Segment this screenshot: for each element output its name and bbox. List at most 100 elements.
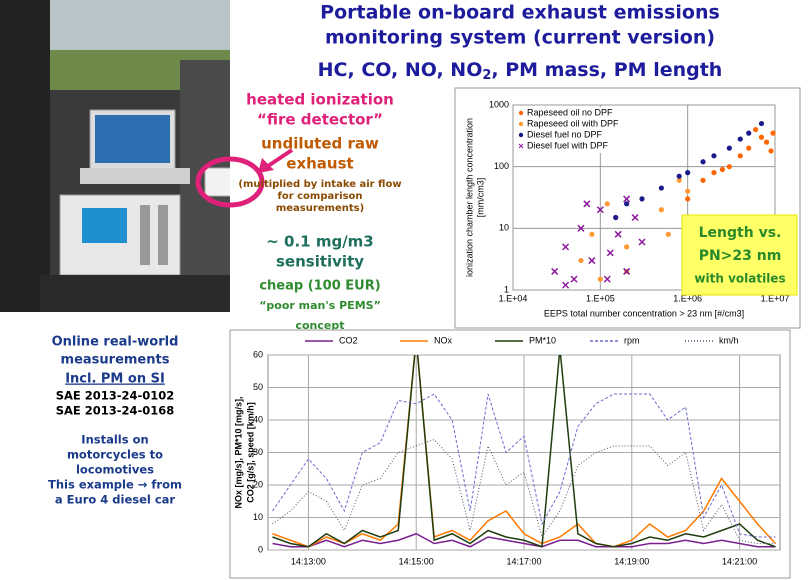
y-tick-label: 60 xyxy=(253,349,263,359)
note-line: measurements xyxy=(61,353,170,368)
note-line: heated ionization xyxy=(246,91,394,109)
point xyxy=(711,153,716,158)
y-tick-label: 1000 xyxy=(489,99,509,109)
legend-label: Diesel fuel no DPF xyxy=(527,129,603,139)
point xyxy=(720,167,725,172)
point xyxy=(685,170,690,175)
species-sub: 2 xyxy=(482,68,491,83)
detector-notes: heated ionization “fire detector” undilute… xyxy=(238,91,401,333)
title: monitoring system (current version) xyxy=(325,27,715,49)
y-axis-label: [mm/cm3] xyxy=(475,178,485,218)
point xyxy=(727,146,732,151)
point xyxy=(605,201,610,206)
point xyxy=(711,170,716,175)
note-line: “poor man's PEMS” xyxy=(259,299,381,312)
x-tick-label: 1.E+05 xyxy=(586,293,615,303)
y-axis-label: NOx [mg/s], PM*10 [mg/s], xyxy=(233,396,243,508)
legend-marker xyxy=(519,122,523,126)
note-line: SAE 2013-24-0168 xyxy=(56,404,175,418)
legend-label: PM*10 xyxy=(529,335,556,345)
legend-label: Rapeseed oil with DPF xyxy=(527,118,619,128)
y-tick-label: 0 xyxy=(258,544,263,554)
note-line: “fire detector” xyxy=(257,111,383,129)
point xyxy=(685,196,690,201)
y-tick-label: 50 xyxy=(253,382,263,392)
legend-label: km/h xyxy=(719,335,739,345)
legend-marker xyxy=(519,111,523,115)
note-line: Online real-world xyxy=(52,335,179,350)
point xyxy=(764,140,769,145)
point xyxy=(738,153,743,158)
point xyxy=(624,201,629,206)
annotation: PN>23 nm xyxy=(699,248,782,264)
y-tick-label: 10 xyxy=(253,512,263,522)
x-tick-label: 14:17:00 xyxy=(506,556,541,566)
point xyxy=(659,185,664,190)
x-tick-label: 14:13:00 xyxy=(291,556,326,566)
x-tick-label: 14:19:00 xyxy=(614,556,649,566)
slide: Portable on-board exhaust emissions moni… xyxy=(0,0,810,580)
point xyxy=(613,215,618,220)
note-line: SAE 2013-24-0102 xyxy=(56,389,175,403)
note-line: measurements) xyxy=(276,203,364,214)
point xyxy=(589,232,594,237)
legend-label: NOx xyxy=(434,335,453,345)
legend-label: CO2 xyxy=(339,335,358,345)
species-text: , PM mass, PM length xyxy=(491,59,722,81)
legend-label: Rapeseed oil no DPF xyxy=(527,107,613,117)
x-tick-label: 1.E+04 xyxy=(499,293,528,303)
note-line: cheap (100 EUR) xyxy=(259,279,380,294)
note-line: ~ 0.1 mg/m3 xyxy=(266,233,374,251)
note-line: (multiplied by intake air flow xyxy=(238,179,401,190)
note-line: exhaust xyxy=(286,155,353,173)
note-line: undiluted raw xyxy=(261,135,379,153)
x-tick-label: 14:21:00 xyxy=(722,556,757,566)
point xyxy=(768,148,773,153)
species-text: HC, CO, NO, NO xyxy=(318,59,483,81)
note-line: Installs on xyxy=(81,433,148,447)
note-line: motorcycles to xyxy=(67,448,163,462)
point xyxy=(746,146,751,151)
legend-marker xyxy=(519,133,523,137)
legend-label: Diesel fuel with DPF xyxy=(527,140,609,150)
point xyxy=(727,164,732,169)
legend-label: rpm xyxy=(624,335,640,345)
note-line: This example → from xyxy=(48,478,182,492)
point xyxy=(746,131,751,136)
point xyxy=(700,159,705,164)
point xyxy=(677,174,682,179)
y-tick-label: 100 xyxy=(494,161,509,171)
y-tick-label: 10 xyxy=(499,223,509,233)
photo xyxy=(0,0,255,315)
title: Portable on-board exhaust emissions xyxy=(320,2,720,24)
note-line: Incl. PM on SI xyxy=(65,372,165,387)
point xyxy=(770,131,775,136)
note-line: for comparison xyxy=(277,191,362,202)
point xyxy=(578,258,583,263)
point xyxy=(753,127,758,132)
annotation: Length vs. xyxy=(699,225,782,241)
note-line: locomotives xyxy=(76,463,154,477)
point xyxy=(598,277,603,282)
y-tick-label: 1 xyxy=(504,284,509,294)
y-axis-label: ionization chamber length concentration xyxy=(464,118,474,277)
point xyxy=(666,232,671,237)
x-tick-label: 14:15:00 xyxy=(399,556,434,566)
x-axis-label: EEPS total number concentration > 23 nm … xyxy=(544,308,744,318)
species: HC, CO, NO, NO2, PM mass, PM length xyxy=(318,59,723,83)
point xyxy=(639,196,644,201)
point xyxy=(685,189,690,194)
point xyxy=(659,207,664,212)
point xyxy=(738,136,743,141)
note-line: sensitivity xyxy=(276,253,364,271)
left-notes: Online real-world measurements SAE 2013-24… xyxy=(48,335,182,507)
annotation: with volatiles xyxy=(694,272,785,286)
note-line: a Euro 4 diesel car xyxy=(55,493,176,507)
y-axis-label: CO2 [g/s], speed [km/h] xyxy=(245,402,255,503)
point xyxy=(700,178,705,183)
point xyxy=(759,121,764,126)
point xyxy=(624,244,629,249)
point xyxy=(759,135,764,140)
